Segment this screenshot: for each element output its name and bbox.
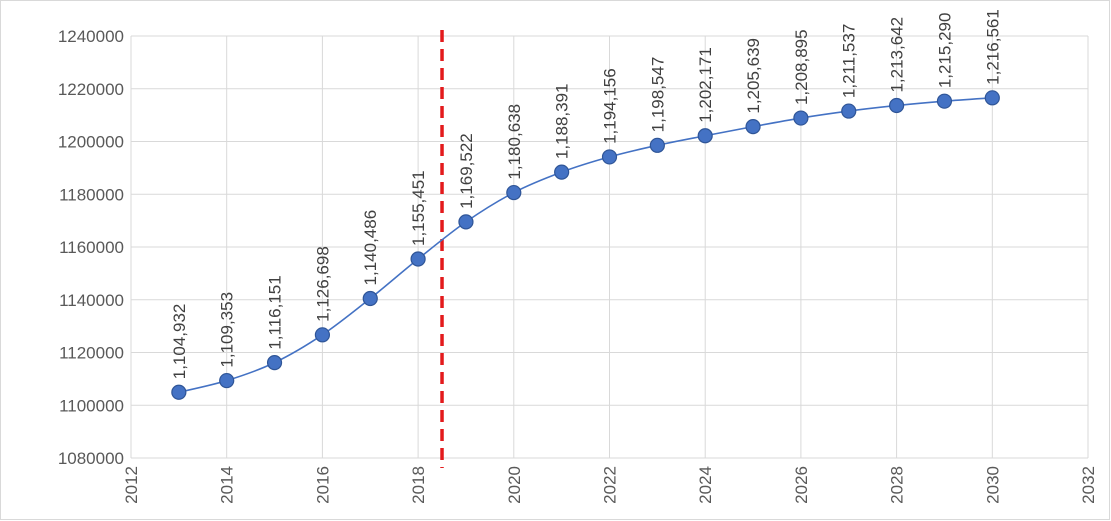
data-point — [841, 103, 857, 119]
data-point — [601, 149, 618, 165]
data-point — [171, 384, 187, 400]
data-label: 1,104,932 — [170, 304, 189, 380]
y-tick-label: 1140000 — [59, 291, 124, 310]
data-point — [649, 137, 665, 153]
data-label: 1,109,353 — [218, 292, 237, 368]
data-label: 1,180,638 — [505, 104, 524, 180]
data-point — [888, 97, 905, 114]
data-point — [314, 327, 330, 343]
data-label: 1,208,895 — [792, 29, 811, 105]
y-tick-label: 1220000 — [58, 80, 124, 99]
x-tick-label: 2014 — [218, 466, 237, 504]
data-label: 1,126,698 — [313, 246, 332, 322]
data-label: 1,169,522 — [457, 133, 476, 209]
data-label: 1,211,537 — [840, 24, 859, 98]
x-tick-label: 2026 — [792, 466, 811, 504]
x-tick-label: 2032 — [1079, 466, 1098, 504]
data-point — [697, 128, 713, 144]
data-label: 1,155,451 — [409, 170, 428, 246]
x-tick-label: 2018 — [409, 466, 428, 504]
data-label: 1,116,151 — [266, 275, 285, 349]
y-tick-label: 1100000 — [59, 396, 124, 415]
y-tick-label: 1180000 — [59, 185, 124, 204]
data-label: 1,198,547 — [648, 57, 667, 133]
x-axis-tick-labels: 2012 2014 2016 2018 2020 2022 2024 2026 2028 2030… — [122, 466, 1098, 504]
data-point — [506, 184, 522, 201]
data-label: 1,188,391 — [553, 83, 572, 159]
x-tick-label: 2024 — [696, 466, 715, 504]
data-point — [219, 372, 235, 389]
data-point — [984, 90, 1000, 106]
y-tick-label: 1240000 — [58, 27, 124, 46]
gridlines — [130, 35, 1089, 459]
data-label: 1,216,561 — [983, 9, 1002, 85]
data-point — [362, 290, 378, 307]
x-tick-label: 2020 — [505, 466, 524, 504]
data-label-group: 1,104,932 1,109,353 1,116,151 1,126,698 1,14… — [170, 9, 1002, 379]
data-point — [936, 93, 953, 109]
data-point — [554, 164, 570, 180]
x-tick-label: 2030 — [983, 466, 1002, 504]
data-point — [458, 214, 474, 230]
y-tick-label: 1160000 — [59, 238, 124, 257]
x-tick-label: 2022 — [601, 466, 620, 504]
y-axis-tick-labels: 1080000 1100000 1120000 1140000 1160000 11800… — [58, 27, 124, 468]
data-point — [266, 355, 283, 371]
y-tick-label: 1080000 — [58, 449, 124, 468]
y-tick-label: 1200000 — [58, 133, 124, 152]
data-label: 1,213,642 — [888, 17, 907, 93]
series-group — [171, 90, 1000, 400]
data-point — [793, 110, 809, 126]
y-tick-label: 1120000 — [59, 344, 124, 363]
data-label: 1,215,290 — [935, 13, 954, 89]
data-label: 1,194,156 — [601, 68, 620, 144]
x-tick-label: 2028 — [888, 466, 907, 504]
data-label: 1,202,171 — [696, 47, 715, 123]
data-point — [410, 251, 426, 267]
x-tick-label: 2016 — [313, 466, 332, 504]
data-point — [745, 119, 761, 135]
data-label: 1,140,486 — [361, 210, 380, 286]
x-tick-label: 2012 — [122, 466, 141, 504]
data-label: 1,205,639 — [744, 38, 763, 114]
